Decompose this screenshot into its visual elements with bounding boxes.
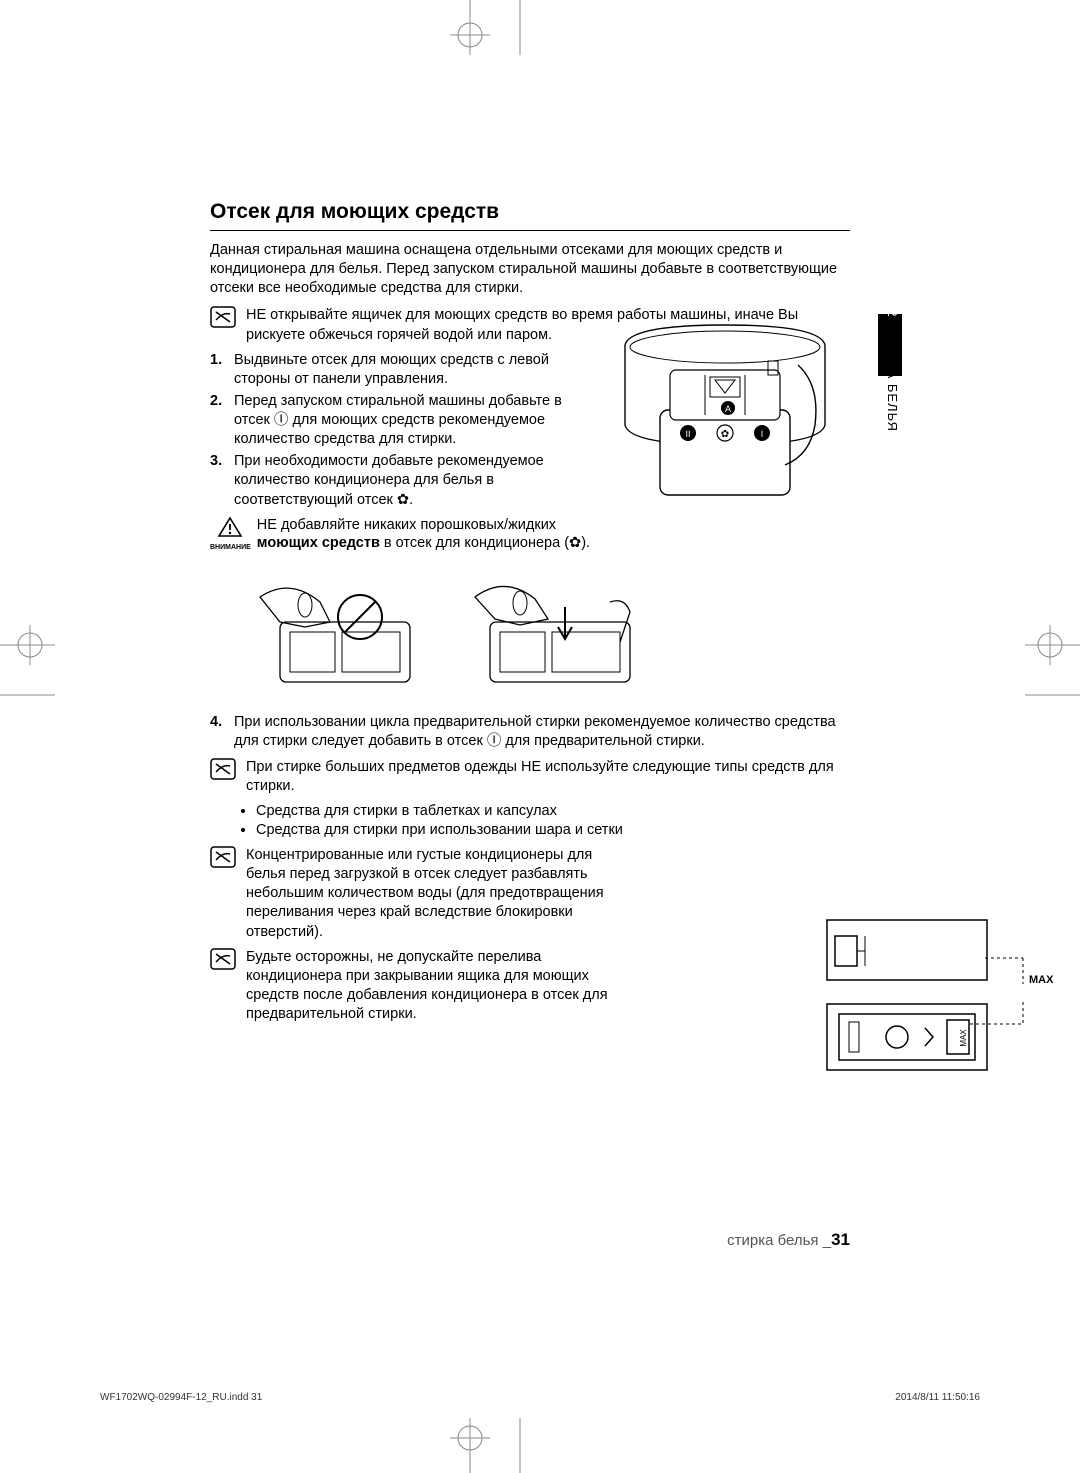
figure-max-top: MAX	[825, 1002, 1055, 1082]
tab-text: СТИРКА БЕЛЬЯ	[885, 317, 900, 431]
warning: ВНИМАНИЕ НЕ добавляйте никаких порошковы…	[210, 516, 610, 554]
step-3: При необходимости добавьте рекомендуемое…	[210, 452, 600, 509]
step-2: Перед запуском стиральной машины добавьт…	[210, 392, 600, 449]
max-label-1: MAX	[1029, 974, 1053, 986]
section-title: Отсек для моющих средств	[210, 200, 850, 231]
bullet-2: Средства для стирки при использовании ша…	[256, 821, 850, 840]
figure-detergent-drawer: A II ✿ I	[610, 315, 840, 510]
crop-mark-bottom	[430, 1413, 550, 1473]
note-4: Будьте осторожны, не допускайте перелива…	[210, 948, 850, 1025]
footer-text: стирка белья _	[727, 1232, 831, 1249]
page: xx02 СТИРКА БЕЛЬЯ Отсек для моющих средс…	[0, 0, 1080, 1473]
svg-text:✿: ✿	[721, 429, 729, 440]
note-2-text: При стирке больших предметов одежды НЕ и…	[246, 758, 850, 796]
imprint-left: WF1702WQ-02994F-12_RU.indd 31	[100, 1392, 262, 1403]
note-icon	[210, 306, 236, 328]
svg-text:I: I	[761, 429, 764, 439]
figure-pour-correct	[470, 567, 650, 697]
max-figures: MAX MAX	[825, 918, 1055, 1094]
note-icon	[210, 948, 236, 970]
note-3: Концентрированные или густые кондиционер…	[210, 846, 850, 942]
step-4: При использовании цикла предварительной …	[210, 713, 850, 751]
section-tab: xx02 СТИРКА БЕЛЬЯ	[878, 286, 902, 596]
bullet-list: Средства для стирки в таблетках и капсул…	[210, 802, 850, 840]
intro-paragraph: Данная стиральная машина оснащена отдель…	[210, 241, 850, 298]
note-2: При стирке больших предметов одежды НЕ и…	[210, 758, 850, 796]
svg-text:A: A	[725, 404, 731, 414]
figure-max-side: MAX	[825, 918, 1055, 990]
footer: стирка белья _31	[727, 1230, 850, 1250]
crop-mark-left	[0, 610, 60, 730]
procedure-figures	[250, 567, 850, 697]
note-4-text: Будьте осторожны, не допускайте перелива…	[246, 948, 850, 1025]
note-3-text: Концентрированные или густые кондиционер…	[246, 846, 850, 942]
step-1: Выдвиньте отсек для моющих средств с лев…	[210, 351, 600, 389]
steps-list: Выдвиньте отсек для моющих средств с лев…	[210, 351, 600, 510]
figure-pour-wrong	[250, 567, 430, 697]
warning-text: НЕ добавляйте никаких порошковых/жидких …	[257, 516, 610, 554]
note-icon	[210, 758, 236, 780]
crop-mark-right	[1020, 610, 1080, 730]
footer-page-number: 31	[831, 1230, 850, 1249]
note-icon	[210, 846, 236, 868]
crop-mark-top	[430, 0, 550, 60]
svg-text:MAX: MAX	[959, 1029, 968, 1047]
warning-label: ВНИМАНИЕ	[210, 544, 251, 551]
warning-icon: ВНИМАНИЕ	[210, 516, 251, 551]
bullet-1: Средства для стирки в таблетках и капсул…	[256, 802, 850, 821]
tab-number: 02	[885, 301, 900, 317]
svg-text:II: II	[685, 429, 690, 439]
imprint-right: 2014/8/11 11:50:16	[895, 1392, 980, 1403]
